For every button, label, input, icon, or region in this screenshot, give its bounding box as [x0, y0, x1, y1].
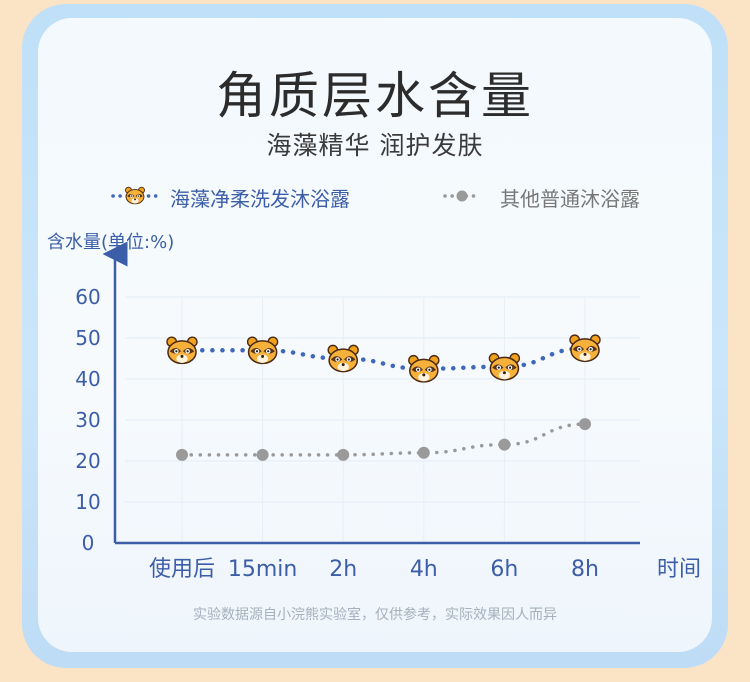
y-tick-label: 0: [82, 531, 95, 555]
raccoon-icon: [407, 354, 440, 383]
y-tick-label: 40: [75, 367, 100, 391]
legend-marker-series-1: [111, 186, 159, 205]
y-tick-label: 30: [75, 408, 100, 432]
data-point: [579, 418, 591, 431]
x-tick-label: 2h: [329, 557, 357, 582]
series-2: [176, 418, 591, 461]
x-axis-label: 时间: [657, 557, 701, 582]
x-tick-label: 8h: [571, 557, 599, 582]
raccoon-icon: [166, 336, 198, 365]
y-tick-label: 10: [75, 490, 100, 514]
series-line: [179, 346, 588, 372]
raccoon-icon: [488, 352, 521, 381]
series-line: [180, 422, 587, 457]
data-point: [417, 446, 430, 459]
legend-label-series-2: 其他普通沐浴露: [500, 187, 640, 211]
raccoon-icon: [246, 336, 279, 365]
legend-label-series-1: 海藻净柔洗发沐浴露: [170, 187, 350, 211]
page-subtitle: 海藻精华 润护发肤: [266, 131, 484, 160]
data-point: [498, 438, 511, 451]
raccoon-icon: [125, 186, 145, 205]
series-1: [166, 334, 601, 383]
y-tick-label: 50: [75, 326, 100, 350]
x-tick-label: 15min: [228, 557, 297, 582]
page-title: 角质层水含量: [216, 67, 534, 125]
y-axis-label: 含水量(单位:%): [47, 232, 175, 253]
y-tick-label: 20: [75, 449, 100, 473]
data-point: [176, 448, 188, 461]
x-tick-label: 使用后: [149, 557, 215, 582]
data-point: [256, 448, 269, 461]
data-point: [337, 448, 350, 461]
chart-grid: [125, 296, 640, 543]
x-tick-label: 4h: [410, 557, 438, 582]
x-tick-label: 6h: [490, 557, 518, 582]
y-tick-label: 60: [75, 285, 100, 309]
legend-marker-series-2: [443, 190, 482, 202]
raccoon-icon: [569, 334, 601, 363]
raccoon-icon: [327, 344, 360, 373]
legend-dot: [456, 190, 468, 202]
chart-card: [38, 18, 712, 652]
footnote: 实验数据源自小浣熊实验室，仅供参考，实际效果因人而异: [193, 607, 557, 623]
